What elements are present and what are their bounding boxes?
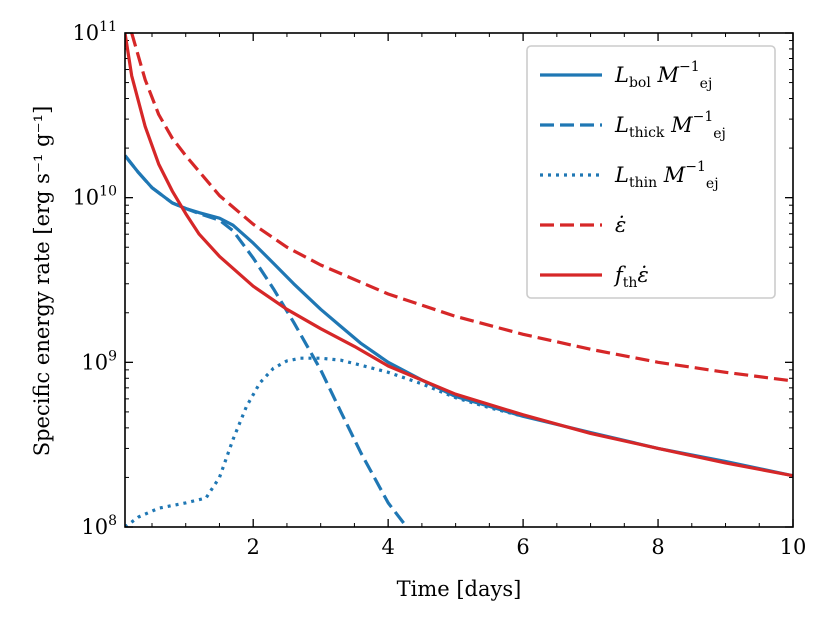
- y-tick-label: 108: [81, 513, 117, 539]
- series-line-5: [125, 33, 793, 478]
- series-layer: [125, 33, 793, 527]
- legend-label-3: Lthin M−1ej: [614, 159, 719, 192]
- y-axis: 108 109 1010 1011: [72, 19, 793, 539]
- legend: Lbol M−1ej Lthick M−1ej Lthin M−1ej ε̇ fthε̇: [526, 45, 776, 299]
- x-tick-label: 10: [780, 535, 807, 559]
- series-line-2: [125, 154, 409, 527]
- x-axis-title: Time [days]: [397, 577, 522, 601]
- x-tick-label: 8: [651, 535, 664, 559]
- y-tick-label: 109: [81, 348, 117, 374]
- legend-label-1: Lbol M−1ej: [614, 59, 712, 92]
- x-tick-label: 2: [247, 535, 260, 559]
- plot-frame: [124, 32, 794, 528]
- y-axis-title: Specific energy rate [erg s⁻¹ g⁻¹]: [30, 106, 54, 457]
- series-line-3: [125, 356, 524, 527]
- legend-label-2: Lthick M−1ej: [614, 109, 726, 142]
- x-axis: 2 4 6 8 10: [247, 33, 807, 559]
- series-line-4: [130, 33, 793, 383]
- x-tick-label: 6: [516, 535, 529, 559]
- legend-label-5: fthε̇: [613, 263, 649, 291]
- y-tick-label: 1010: [72, 184, 117, 210]
- legend-label-4: ε̇: [615, 213, 626, 237]
- legend-box: [526, 45, 776, 299]
- x-tick-label: 4: [381, 535, 394, 559]
- y-tick-label: 1011: [72, 19, 117, 45]
